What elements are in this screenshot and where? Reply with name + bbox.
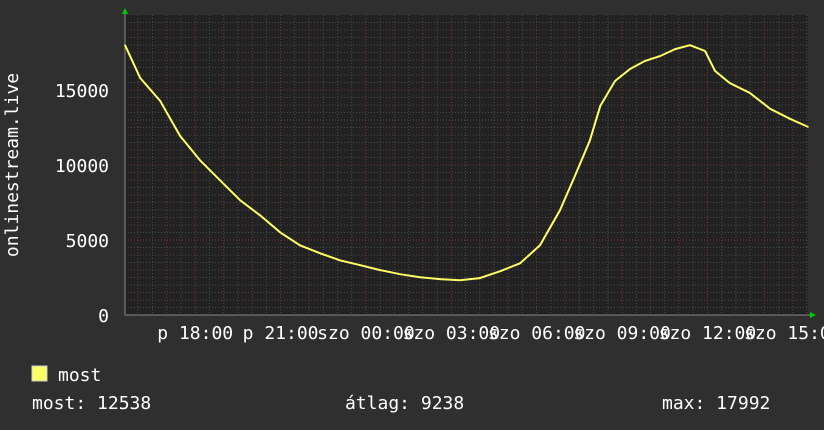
data-point: [704, 50, 706, 52]
data-point: [339, 259, 341, 262]
data-point: [644, 60, 646, 62]
x-tick-label: p 18:00: [157, 323, 233, 344]
series-points: [124, 44, 809, 282]
data-point: [559, 209, 561, 212]
data-point: [419, 276, 421, 279]
y-tick-label: 15000: [55, 81, 109, 102]
stat-current: most: 12538: [32, 393, 151, 414]
data-point: [674, 48, 676, 50]
data-point: [539, 244, 541, 247]
data-point: [219, 179, 222, 182]
data-point: [279, 231, 281, 234]
data-point: [589, 139, 591, 142]
data-point: [478, 277, 481, 279]
data-point: [199, 159, 202, 162]
data-point: [499, 270, 501, 273]
data-point: [379, 269, 381, 271]
y-tick-label: 5000: [66, 231, 109, 252]
x-tick-label: szo 03:00: [403, 323, 501, 344]
data-point: [629, 68, 631, 70]
data-point: [259, 214, 261, 217]
data-point: [139, 77, 141, 79]
data-point: [614, 80, 616, 82]
x-tick-label: szo 00:00: [317, 323, 415, 344]
legend-swatch: [31, 365, 48, 382]
x-tick-label: szo 12:00: [659, 323, 757, 344]
y-axis-label: onlinestream.live: [2, 73, 23, 257]
data-point: [399, 273, 401, 276]
x-tick-label: p 21:00: [243, 323, 319, 344]
y-axis-arrow-icon: [122, 8, 128, 14]
data-point: [239, 199, 242, 202]
data-point: [359, 264, 362, 267]
y-tick-label: 10000: [55, 156, 109, 177]
data-point: [728, 82, 731, 84]
stat-max: max: 17992: [662, 393, 770, 414]
x-axis-arrow-icon: [810, 312, 816, 318]
x-tick-label: szo 15:00: [744, 323, 824, 344]
data-point: [689, 44, 691, 46]
data-point: [439, 278, 441, 280]
data-point: [769, 107, 771, 110]
data-point: [748, 92, 751, 94]
data-point: [519, 262, 521, 265]
x-tick-label: szo 06:00: [488, 323, 586, 344]
data-point: [714, 70, 716, 72]
plot-area: [125, 15, 808, 315]
data-point: [159, 100, 161, 102]
data-point: [659, 55, 661, 57]
data-point: [124, 44, 126, 46]
data-point: [574, 174, 576, 177]
data-point: [459, 279, 461, 282]
data-point: [179, 134, 181, 137]
y-tick-label: 0: [98, 306, 109, 327]
data-point: [299, 244, 301, 247]
stat-average: átlag: 9238: [345, 393, 464, 414]
x-tick-label: szo 09:00: [573, 323, 671, 344]
data-point: [807, 126, 809, 128]
data-point: [789, 118, 791, 120]
data-point: [599, 105, 602, 107]
legend-label: most: [58, 365, 101, 386]
y-axis-ticks: 0 5000 10000 15000: [55, 81, 109, 327]
data-point: [319, 252, 321, 254]
grid: [125, 15, 808, 315]
